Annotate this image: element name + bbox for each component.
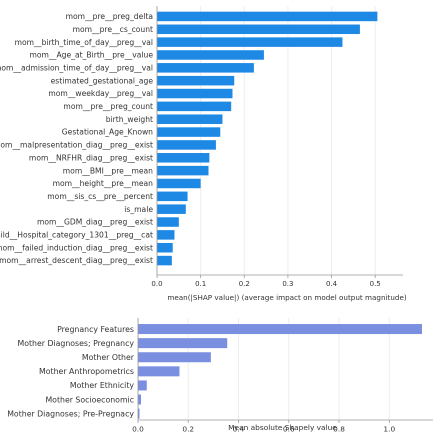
c1-bar bbox=[157, 242, 173, 253]
c1-category-label: mom__Age_at_Birth__pre__value bbox=[29, 51, 153, 60]
c2-category-label: Mother Diagnoses; Pregnancy bbox=[17, 339, 134, 348]
c1-category-label: mom__pre__preg_count bbox=[63, 102, 153, 111]
c1-category-label: mom__birth_time_of_day__preg__val bbox=[15, 38, 153, 47]
c2-bar bbox=[138, 408, 140, 419]
c1-bar bbox=[157, 63, 254, 73]
c1-category-label: mom__pre__cs_count bbox=[73, 25, 153, 34]
c1-category-label: mom__BMI__pre__mean bbox=[63, 166, 153, 175]
c1-bar bbox=[157, 165, 209, 176]
c1-category-label: mom__GDM_diag__preg__exist bbox=[37, 218, 153, 227]
c2-bar bbox=[138, 366, 180, 377]
c1-category-label: mom__arrest_descent_diag__preg__exist bbox=[0, 256, 153, 265]
c1-x-tick-label: 0.2 bbox=[239, 280, 250, 288]
feature-importance-chart: mom__pre__preg_delta mom__pre__cs_countmo… bbox=[0, 6, 407, 302]
c1-category-label: mom__height__pre__mean bbox=[53, 179, 154, 188]
c2-x-tick-label: 0.0 bbox=[132, 424, 144, 433]
c1-x-tick-label: 0.0 bbox=[151, 280, 162, 288]
c1-x-tick-label: 0.4 bbox=[326, 280, 338, 288]
c1-bar bbox=[157, 191, 188, 202]
c1-category-label: mom__malpresentation_diag__preg__exist bbox=[0, 141, 153, 150]
c2-x-tick-label: 0.4 bbox=[233, 424, 245, 433]
c1-bar bbox=[157, 217, 179, 227]
c1-bar bbox=[157, 230, 175, 240]
c2-bar bbox=[138, 338, 228, 349]
c1-category-label: birth_weight bbox=[106, 115, 153, 124]
c1-category-label: estimated_gestational_age bbox=[51, 76, 154, 85]
c1-bar bbox=[157, 11, 378, 22]
c1-bar bbox=[157, 178, 201, 189]
c2-category-label: Mother Anthropometrics bbox=[39, 367, 134, 376]
c1-bar bbox=[157, 255, 172, 266]
c1-category-label: mom__failed_induction_diag__preg__exist bbox=[0, 243, 153, 252]
c2-category-label: Mother Other bbox=[82, 353, 135, 362]
c1-bar bbox=[157, 140, 216, 150]
c1-category-label: is_male bbox=[124, 205, 153, 214]
c1-bar bbox=[157, 37, 343, 47]
c2-bar bbox=[138, 394, 142, 405]
c1-bar bbox=[157, 114, 223, 124]
c1-bar bbox=[157, 101, 232, 112]
c1-bar bbox=[157, 24, 360, 35]
c1-bar bbox=[157, 75, 235, 86]
c1-bar bbox=[157, 204, 186, 214]
c1-bar bbox=[157, 153, 210, 163]
c1-category-label: mom__weekday__preg__val bbox=[48, 89, 153, 98]
c2-category-label: Mother Socioeconomic bbox=[45, 395, 134, 404]
c1-x-tick-label: 0.1 bbox=[195, 280, 206, 288]
group-importance-chart: Pregnancy Features Mother Diagnoses; Preg… bbox=[7, 318, 433, 433]
c2-bar bbox=[138, 352, 211, 363]
c1-x-axis-label: mean(|SHAP value|) (average impact on mo… bbox=[167, 293, 407, 302]
c2-x-tick-label: 0.6 bbox=[283, 424, 295, 433]
c2-x-tick-label: 1.0 bbox=[383, 424, 395, 433]
c1-category-label: mom__admission_time_of_day__preg__val bbox=[0, 63, 153, 72]
c1-category-label: Gestational_Age_Known bbox=[62, 128, 153, 137]
c1-x-tick-label: 0.3 bbox=[282, 280, 293, 288]
c2-category-label: Mother Diagnoses; Pre-Pregnacy bbox=[7, 409, 134, 418]
c1-bar bbox=[157, 50, 264, 60]
c2-x-axis-label: Mean absolute Shapely value bbox=[228, 423, 337, 432]
c2-category-label: Pregnancy Features bbox=[57, 325, 134, 334]
c2-x-tick-label: 0.2 bbox=[182, 424, 194, 433]
c2-category-label: Mother Ethnicity bbox=[70, 381, 135, 390]
c1-category-label: mom__pre__preg_delta bbox=[66, 12, 153, 21]
c1-category-label: mom__NRFHR_diag__preg__exist bbox=[29, 153, 153, 162]
c1-x-tick-label: 0.5 bbox=[370, 280, 381, 288]
c1-category-label: child__Hospital_category_1301__preg__cat bbox=[0, 231, 153, 240]
c1-bar bbox=[157, 88, 233, 99]
c1-category-label: mom__sis_cs__pre__percent bbox=[47, 192, 153, 201]
c2-bar bbox=[138, 324, 422, 335]
c1-bar bbox=[157, 127, 221, 137]
c2-x-tick-label: 0.8 bbox=[333, 424, 345, 433]
c2-bar bbox=[138, 380, 147, 391]
